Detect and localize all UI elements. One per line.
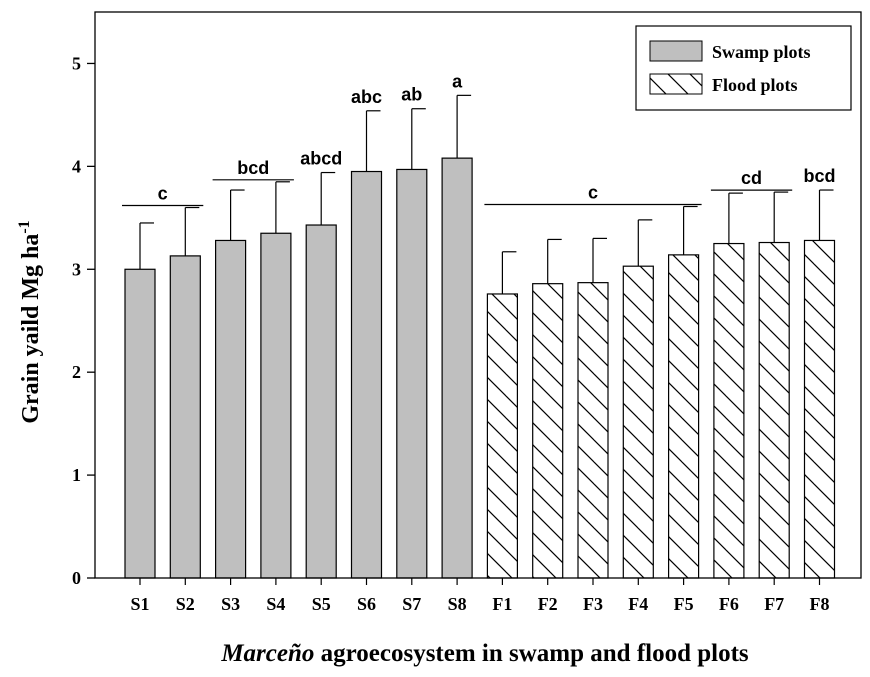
- legend-box: [635, 25, 852, 111]
- x-axis-title-rest: agroecosystem in swamp and flood plots: [314, 640, 749, 667]
- bar-F4: [622, 265, 654, 579]
- significance-label: c: [588, 182, 598, 202]
- significance-label: bcd: [803, 166, 835, 186]
- x-tick-label-F7: F7: [764, 594, 784, 614]
- significance-label: a: [452, 71, 463, 91]
- bar-F2: [532, 283, 564, 579]
- x-axis-title-italic: Marceño: [220, 640, 314, 667]
- legend: Swamp plots Flood plots: [635, 25, 852, 111]
- x-tick-label-F5: F5: [674, 594, 694, 614]
- legend-label-swamp: Swamp plots: [712, 42, 811, 62]
- y-axis-title: Grain yaild Mg ha-1: [16, 220, 44, 423]
- legend-label-flood: Flood plots: [712, 75, 798, 95]
- x-axis-title: Marceño agroecosystem in swamp and flood…: [220, 640, 749, 667]
- y-axis-title-sup: -1: [16, 220, 33, 233]
- significance-label: c: [158, 184, 168, 204]
- bar-S2: [169, 255, 201, 579]
- bar-S3: [215, 239, 247, 579]
- bar-F3: [577, 282, 609, 579]
- bar-F5: [667, 254, 700, 579]
- x-tick-label-F8: F8: [810, 594, 830, 614]
- x-tick-label-S6: S6: [357, 594, 376, 614]
- y-tick-label: 5: [72, 53, 81, 73]
- bar-F1: [486, 293, 518, 579]
- y-tick-label: 3: [72, 259, 81, 279]
- bar-F6: [713, 242, 745, 579]
- bar-S7: [396, 168, 428, 579]
- bar-S1: [124, 268, 156, 579]
- bar-S5: [305, 224, 337, 579]
- bar-S8: [441, 157, 473, 579]
- x-tick-label-S2: S2: [176, 594, 195, 614]
- x-tick-label-S7: S7: [402, 594, 421, 614]
- significance-label: ab: [401, 85, 422, 105]
- y-tick-label: 0: [72, 568, 81, 588]
- bar-F8: [803, 239, 836, 579]
- legend-swatch-swamp: [649, 40, 703, 62]
- x-tick-label-S5: S5: [312, 594, 331, 614]
- y-tick-label: 4: [72, 156, 81, 176]
- x-tick-label-F6: F6: [719, 594, 739, 614]
- x-tick-label-S3: S3: [221, 594, 240, 614]
- x-tick-label-F4: F4: [628, 594, 648, 614]
- plot-frame: [94, 11, 862, 579]
- y-tick-label: 1: [72, 465, 81, 485]
- significance-label: abcd: [300, 149, 342, 169]
- x-tick-label-S4: S4: [266, 594, 285, 614]
- significance-label: abc: [351, 87, 382, 107]
- x-tick-label-F1: F1: [492, 594, 512, 614]
- y-tick-label: 2: [72, 362, 81, 382]
- x-tick-label-S8: S8: [448, 594, 467, 614]
- bar-S4: [260, 232, 292, 579]
- x-tick-label-S1: S1: [130, 594, 149, 614]
- x-tick-label-F2: F2: [538, 594, 558, 614]
- bar-S6: [350, 170, 383, 579]
- legend-swatch-flood: [649, 73, 703, 95]
- significance-label: cd: [741, 168, 762, 188]
- significance-label: bcd: [237, 158, 269, 178]
- y-axis-title-main: Grain yaild Mg ha: [18, 234, 44, 424]
- bar-F7: [758, 241, 790, 579]
- x-tick-label-F3: F3: [583, 594, 603, 614]
